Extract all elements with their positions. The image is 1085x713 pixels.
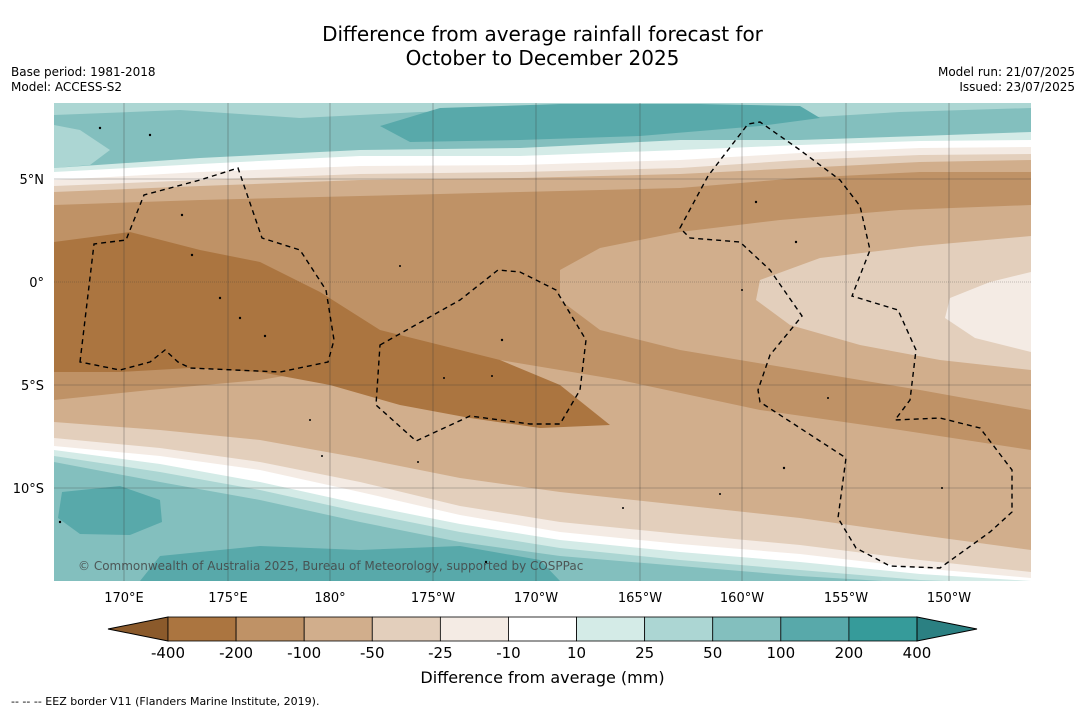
lon-label: 170°W (514, 591, 558, 606)
lat-label: 5°S (21, 379, 44, 394)
map-field (54, 103, 1031, 581)
colorbar-tick-label: 200 (835, 644, 864, 662)
lon-label: 175°W (411, 591, 455, 606)
meta-left: Base period: 1981-2018 Model: ACCESS-S2 (11, 65, 156, 95)
title-line-2: October to December 2025 (405, 46, 680, 70)
colorbar-segment (235, 616, 305, 642)
issued-text: Issued: 23/07/2025 (959, 80, 1075, 94)
lat-labels: 5°N 0° 5°S 10°S (13, 173, 44, 497)
colorbar-tick-label: 25 (635, 644, 654, 662)
colorbar-segment (439, 616, 509, 642)
colorbar-label: Difference from average (mm) (420, 668, 665, 687)
lon-label: 175°E (208, 591, 248, 606)
colorbar-segment (508, 616, 577, 642)
colorbar-segment (303, 616, 373, 642)
base-period-text: Base period: 1981-2018 (11, 65, 156, 79)
graticule (54, 103, 1031, 581)
islands (58, 126, 943, 564)
tongue-minus50 (756, 236, 1031, 370)
patch-sw-200 (58, 486, 162, 535)
colorbar-segment (644, 616, 714, 642)
colorbar-left-arrow (107, 616, 169, 642)
eez-borders (79, 121, 1013, 569)
patch-s-200 (140, 546, 560, 581)
lon-label: 160°W (720, 591, 764, 606)
colorbar-tick-label: 400 (903, 644, 932, 662)
colorbar-segment (576, 616, 646, 642)
colorbar-segment (712, 616, 782, 642)
colorbar-tick-label: 10 (567, 644, 586, 662)
colorbar-segment (848, 616, 918, 642)
band-n-100 (380, 104, 820, 142)
model-run-text: Model run: 21/07/2025 (937, 65, 1075, 79)
lon-label: 170°E (104, 591, 144, 606)
lat-label: 5°N (20, 173, 45, 188)
tongue-minus25 (945, 272, 1031, 352)
colorbar-ticks: -400 -200 -100 -50 -25 -10 10 25 50 100 200 400 (151, 644, 931, 662)
colorbar-tick-label: -50 (360, 644, 385, 662)
lat-label: 10°S (13, 482, 44, 497)
lon-label: 150°W (927, 591, 971, 606)
footnote: -- -- -- EEZ border V11 (Flanders Marine… (11, 695, 320, 708)
title-line-1: Difference from average rainfall forecas… (322, 22, 763, 46)
colorbar-tick-label: -10 (496, 644, 521, 662)
colorbar-segment (167, 616, 237, 642)
page-title: Difference from average rainfall forecas… (0, 22, 1085, 70)
meta-right: Model run: 21/07/2025 Issued: 23/07/2025 (938, 65, 1075, 95)
lat-label: 0° (29, 276, 44, 291)
lon-label: 165°W (618, 591, 662, 606)
colorbar-segment (371, 616, 441, 642)
colorbar-tick-label: -400 (151, 644, 185, 662)
colorbar-right-arrow (916, 616, 978, 642)
lon-labels: 170°E 175°E 180° 175°W 170°W 165°W 160°W… (104, 591, 971, 606)
colorbar-tick-label: -25 (428, 644, 453, 662)
copyright-text: © Commonwealth of Australia 2025, Bureau… (78, 559, 583, 573)
lon-label: 180° (314, 591, 345, 606)
lon-label: 155°W (824, 591, 868, 606)
colorbar-tick-label: 50 (703, 644, 722, 662)
colorbar-tick-label: -100 (287, 644, 321, 662)
colorbar-segment (780, 616, 850, 642)
colorbar-tick-label: -200 (219, 644, 253, 662)
colorbar-segments (167, 616, 918, 642)
band-nw-50 (54, 125, 110, 168)
model-text: Model: ACCESS-S2 (11, 80, 123, 94)
colorbar: -400 -200 -100 -50 -25 -10 10 25 50 100 200 400 (107, 616, 978, 662)
colorbar-tick-label: 100 (766, 644, 795, 662)
